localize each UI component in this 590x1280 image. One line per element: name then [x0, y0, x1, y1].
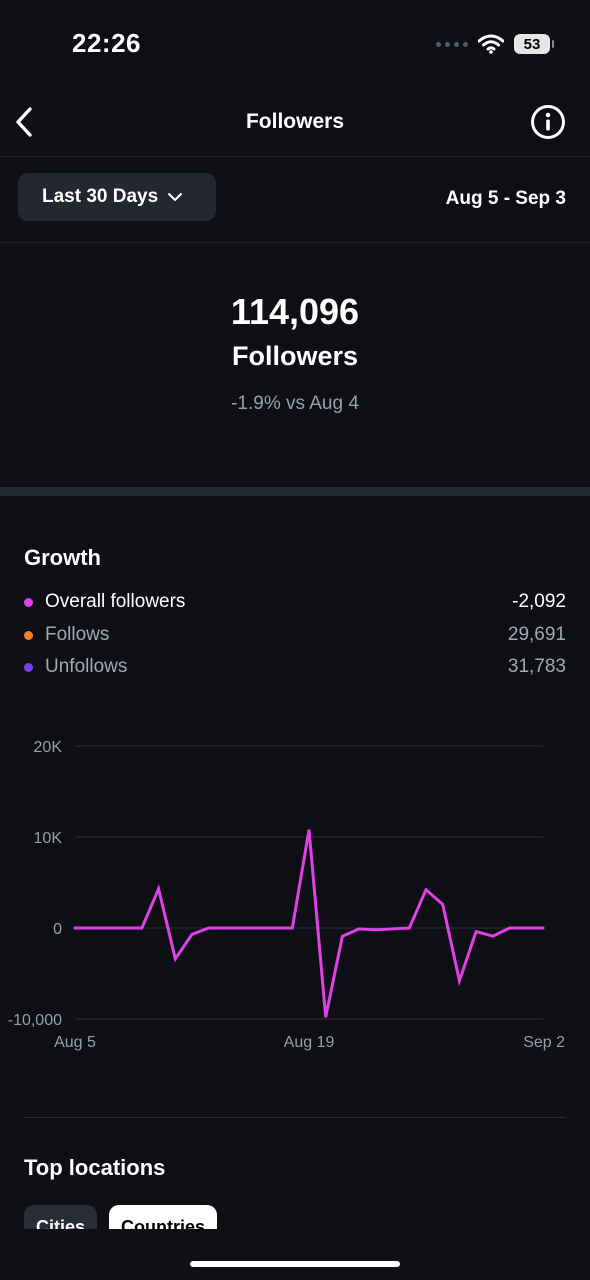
legend-value: 31,783	[507, 656, 566, 677]
legend-dot	[24, 597, 33, 607]
status-bar: 22:26 53	[0, 0, 590, 90]
legend-label: Unfollows	[45, 656, 128, 677]
top-locations-title: Top locations	[24, 1155, 166, 1180]
chart-y-tick-label: 20K	[34, 739, 63, 756]
section-divider	[24, 1117, 566, 1118]
follower-count-label: Followers	[231, 341, 359, 371]
nav-bar: Followers	[0, 90, 590, 157]
chevron-left-icon[interactable]	[12, 104, 36, 140]
legend-unfollows: Unfollows 31,783	[24, 652, 566, 682]
section-divider	[0, 487, 590, 496]
chart-y-tick-label: -10,000	[8, 1012, 62, 1029]
location-tabs: Cities Countries	[24, 1205, 590, 1229]
date-range-dropdown[interactable]: Last 30 Days	[18, 173, 216, 221]
legend-label: Overall followers	[45, 591, 186, 612]
tab-cities[interactable]: Cities	[24, 1205, 98, 1229]
legend-dot	[24, 630, 33, 640]
follower-count: 114,096	[230, 291, 360, 332]
follower-change: -1.9% vs Aug 4	[231, 393, 359, 414]
date-range-dropdown-label: Last 30 Days	[42, 186, 159, 207]
tab-countries[interactable]: Countries	[109, 1205, 218, 1229]
growth-line-chart: 20K 10K 0 -10,000 Aug 5 Aug 19 Sep 2	[8, 739, 565, 1051]
page-title: Followers	[245, 110, 345, 133]
chevron-down-icon	[168, 193, 183, 201]
legend-overall-followers: Overall followers -2,092	[24, 587, 566, 617]
wifi-icon	[478, 34, 504, 54]
cellular-signal-icon	[436, 41, 468, 47]
legend-dot	[24, 662, 33, 672]
chart-series-line	[73, 829, 545, 1018]
followers-summary: 114,096 Followers -1.9% vs Aug 4	[0, 243, 590, 487]
status-icons: 53	[436, 30, 554, 58]
chart-x-tick-label: Sep 2	[523, 1034, 565, 1051]
chart-y-tick-label: 0	[53, 921, 62, 938]
filter-bar: Last 30 Days Aug 5 - Sep 3	[0, 157, 590, 243]
info-circle-icon[interactable]	[530, 104, 566, 140]
battery-icon: 53	[514, 34, 554, 54]
status-time: 22:26	[72, 28, 141, 58]
battery-level: 53	[523, 35, 541, 53]
growth-title: Growth	[24, 545, 101, 570]
chart-x-tick-label: Aug 5	[54, 1034, 96, 1051]
date-range-text: Aug 5 - Sep 3	[445, 188, 566, 209]
home-indicator[interactable]	[190, 1261, 400, 1267]
chart-y-tick-label: 10K	[34, 830, 63, 847]
chart-x-tick-label: Aug 19	[284, 1034, 335, 1051]
legend-follows: Follows 29,691	[24, 620, 566, 650]
legend-label: Follows	[45, 624, 110, 645]
legend-value: -2,092	[512, 591, 566, 612]
legend-value: 29,691	[507, 624, 566, 645]
